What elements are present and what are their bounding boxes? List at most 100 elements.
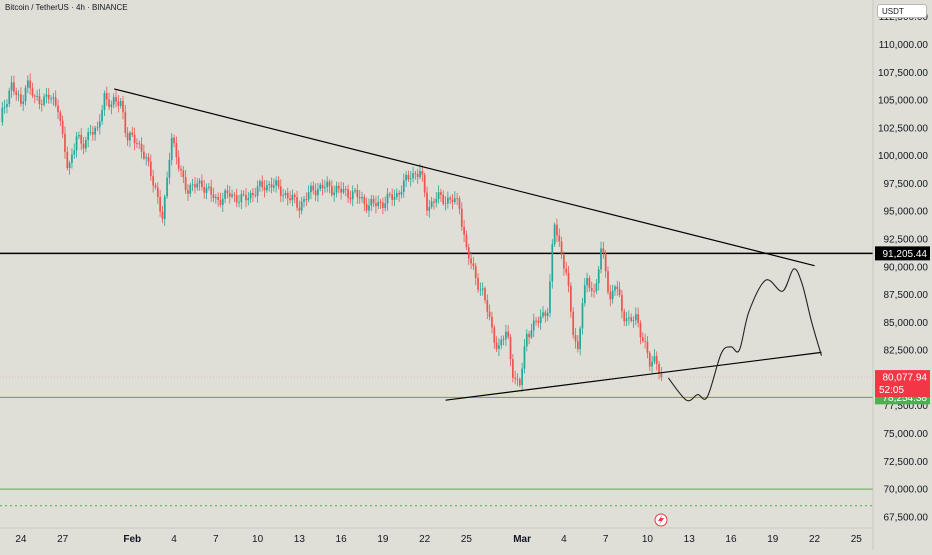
candle-body	[375, 203, 377, 207]
candle-body	[296, 196, 298, 208]
candle-body	[321, 184, 324, 189]
candle-body	[637, 314, 640, 323]
y-tick-label: 85,000.00	[884, 318, 929, 329]
candle-body	[24, 87, 27, 102]
candle-body	[479, 289, 482, 291]
candle-body	[493, 327, 496, 343]
x-tick-label: 22	[809, 534, 821, 545]
y-tick-label: 95,000.00	[884, 207, 929, 218]
candle-body	[254, 195, 257, 196]
candle-body	[187, 190, 189, 194]
y-tick-label: 82,500.00	[884, 346, 929, 357]
candle-body	[252, 192, 254, 196]
candle-body	[342, 189, 345, 193]
x-tick-label: 10	[252, 534, 264, 545]
candle-body	[247, 198, 250, 201]
candle-body	[449, 197, 452, 200]
candle-body	[472, 263, 475, 267]
candle-body	[207, 186, 210, 188]
candle-body	[259, 181, 261, 187]
candle-body	[358, 197, 361, 199]
candle-body	[405, 174, 407, 181]
candle-body	[143, 151, 145, 159]
candle-body	[221, 198, 224, 205]
candle-body	[119, 100, 122, 106]
candle-body	[293, 194, 296, 197]
candle-body	[611, 290, 614, 300]
candle-body	[511, 359, 514, 378]
candle-body	[363, 196, 366, 205]
candle-body	[560, 241, 563, 255]
candle-body	[50, 98, 52, 100]
candle-body	[261, 181, 264, 188]
candle-body	[242, 194, 245, 195]
x-tick-label: 24	[15, 534, 27, 545]
currency-button[interactable]: USDT	[877, 4, 927, 18]
x-tick-label: 25	[461, 534, 473, 545]
y-tick-label: 107,500.00	[878, 68, 928, 79]
x-tick-label: 19	[767, 534, 779, 545]
candle-body	[502, 339, 505, 341]
x-tick-label: 7	[213, 534, 219, 545]
candle-body	[386, 193, 389, 204]
current-price-label-bg	[875, 370, 930, 398]
candle-body	[298, 207, 301, 211]
y-tick-label: 75,000.00	[884, 429, 929, 440]
candle-body	[300, 201, 303, 211]
candle-body	[282, 195, 284, 196]
candle-body	[284, 192, 287, 196]
candle-body	[609, 292, 612, 300]
candle-body	[523, 346, 526, 369]
candle-body	[149, 161, 152, 177]
lightning-icon	[658, 515, 664, 525]
candle-body	[546, 312, 549, 316]
candle-body	[303, 199, 305, 202]
candle-body	[145, 157, 148, 159]
candle-body	[40, 104, 43, 105]
candle-body	[630, 317, 633, 321]
candle-body	[402, 180, 405, 193]
candle-body	[516, 378, 519, 380]
candle-body	[607, 271, 609, 293]
candle-body	[231, 194, 233, 197]
candle-body	[370, 198, 373, 206]
candle-body	[414, 173, 417, 175]
trendline-ascending-support	[445, 351, 822, 401]
candle-body	[224, 190, 226, 199]
candle-body	[328, 181, 331, 187]
candle-body	[159, 196, 161, 212]
candle-body	[586, 278, 588, 286]
candle-body	[163, 196, 166, 219]
candle-body	[465, 234, 468, 248]
candle-body	[572, 311, 575, 335]
candle-body	[201, 180, 203, 187]
candle-body	[266, 185, 268, 191]
y-tick-label: 90,000.00	[884, 262, 929, 273]
candle-body	[384, 203, 387, 209]
candle-body	[101, 110, 103, 122]
candle-body	[551, 244, 554, 282]
x-tick-label: 19	[377, 534, 389, 545]
candle-body	[85, 140, 87, 149]
candle-body	[277, 180, 280, 187]
candle-body	[525, 333, 528, 347]
time-axis-band	[0, 528, 932, 550]
candle-body	[576, 341, 579, 350]
candle-body	[233, 194, 236, 196]
candle-body	[96, 127, 99, 129]
candle-body	[333, 192, 336, 195]
candle-body	[289, 198, 291, 201]
candle-body	[581, 303, 584, 329]
candle-body	[45, 94, 48, 97]
candle-body	[33, 95, 36, 97]
candle-body	[98, 121, 101, 128]
candle-body	[440, 192, 442, 195]
candle-body	[154, 185, 157, 188]
candle-body	[435, 198, 438, 203]
candle-body	[73, 150, 76, 155]
y-tick-label: 102,500.00	[878, 123, 928, 134]
candle-body	[249, 192, 252, 199]
candle-body	[655, 356, 658, 364]
candle-body	[409, 178, 412, 180]
